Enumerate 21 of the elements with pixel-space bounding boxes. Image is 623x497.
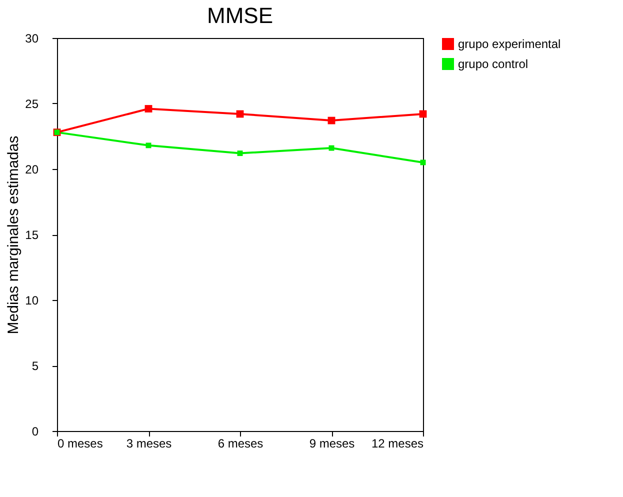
x-tick-label: 12 meses (371, 436, 424, 450)
y-tick-label: 25 (25, 97, 39, 111)
point (328, 145, 334, 151)
point (420, 160, 426, 166)
y-tick-label: 20 (25, 162, 39, 176)
y-tick-label: 5 (32, 359, 39, 373)
x-tick-label: 0 meses (58, 436, 103, 450)
y-tick-label: 30 (25, 32, 39, 46)
legend-label: grupo control (458, 57, 528, 71)
x-tick-label: 6 meses (218, 436, 264, 450)
y-tick-label: 15 (25, 228, 39, 242)
x-tick-label: 9 meses (309, 436, 355, 450)
point (237, 150, 243, 156)
legend-label: grupo experimental (458, 37, 561, 51)
point (144, 105, 152, 112)
y-axis-title: Medias marginales estimadas (5, 136, 22, 334)
x-tick-label: 3 meses (126, 436, 172, 450)
point (146, 142, 152, 148)
chart-title: MMSE (207, 3, 273, 28)
y-tick-label: 10 (25, 294, 39, 308)
y-tick-label: 0 (32, 424, 39, 438)
